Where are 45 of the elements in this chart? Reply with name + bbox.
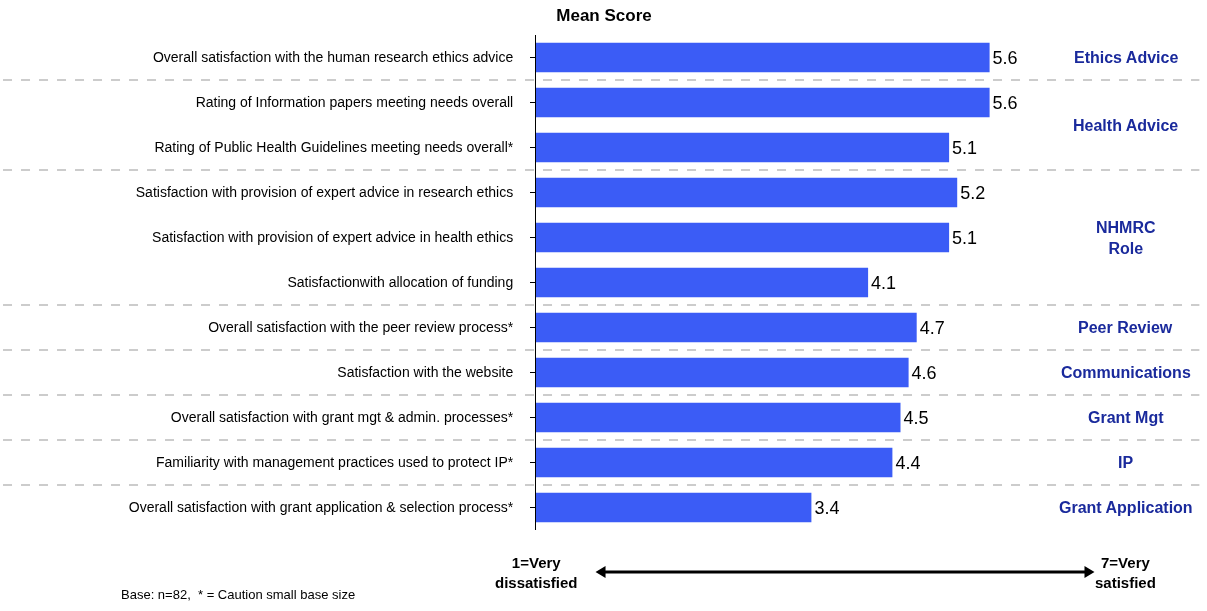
y-tick-label: Overall satisfaction with grant mgt & admin. processes* xyxy=(170,409,514,426)
bar xyxy=(536,402,901,433)
data-label: 4.6 xyxy=(911,362,937,383)
text: Grant Application xyxy=(1059,499,1193,516)
data-label: 4.5 xyxy=(903,407,929,428)
y-tick-label: Familiarity with management practices used to protect IP* xyxy=(156,454,514,471)
text: Health Advice xyxy=(1073,117,1179,134)
y-tick-label: Satisfaction with the website xyxy=(337,364,514,381)
y-tick-label: Overall satisfaction with the peer review process* xyxy=(208,319,514,336)
data-label: 4.4 xyxy=(895,452,921,473)
bar xyxy=(536,357,909,388)
y-tick-label: Rating of Public Health Guidelines meeting needs overall* xyxy=(154,139,514,156)
bar xyxy=(536,87,990,118)
text: 7=Very satisfied xyxy=(1095,554,1156,591)
data-label: 4.7 xyxy=(919,317,945,338)
data-label: 5.2 xyxy=(960,182,986,203)
y-tick-label: Satisfaction with provision of expert advice in research ethics xyxy=(135,184,514,201)
data-label: 4.1 xyxy=(871,272,897,293)
data-label: 5.6 xyxy=(992,47,1018,68)
text: Communications xyxy=(1061,364,1191,381)
text: IP xyxy=(1118,454,1134,471)
text: NHMRC Role xyxy=(1096,219,1156,257)
bar xyxy=(536,447,893,478)
y-tick-label: Overall satisfaction with the human research ethics advice xyxy=(152,49,514,66)
data-label: 5.6 xyxy=(992,92,1018,113)
data-label: 5.1 xyxy=(952,137,978,158)
text: 1=Very dissatisfied xyxy=(495,554,578,591)
y-tick-label: Rating of Information papers meeting needs overall xyxy=(195,94,514,111)
bar xyxy=(536,177,958,208)
bar xyxy=(536,42,990,73)
data-label: 3.4 xyxy=(814,497,840,518)
bar xyxy=(536,312,917,343)
text: Ethics Advice xyxy=(1074,49,1179,66)
text: Grant Mgt xyxy=(1088,409,1165,426)
bar xyxy=(536,132,950,163)
text: Peer Review xyxy=(1078,319,1173,336)
y-tick-label: Overall satisfaction with grant application & selection process* xyxy=(128,499,514,516)
data-label: 5.1 xyxy=(952,227,978,248)
bar xyxy=(536,492,812,523)
y-tick-label: Satisfaction with provision of expert advice in health ethics xyxy=(152,229,514,246)
bar xyxy=(536,222,950,253)
y-tick-label: Satisfactionwith allocation of funding xyxy=(287,274,514,291)
text: Base: n=82, * = Caution small base size xyxy=(121,587,356,602)
chart-title: Mean Score xyxy=(556,6,652,26)
bar xyxy=(536,267,869,298)
